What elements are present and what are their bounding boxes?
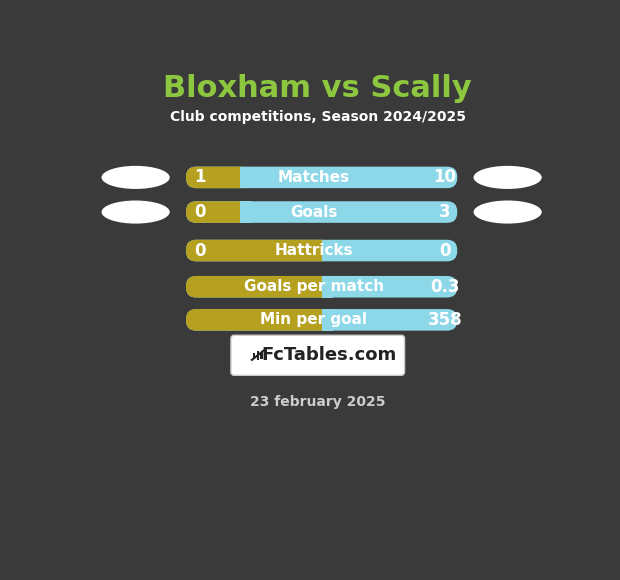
FancyBboxPatch shape: [186, 240, 458, 262]
Bar: [322, 309, 334, 331]
Text: 10: 10: [433, 168, 456, 186]
FancyBboxPatch shape: [186, 309, 458, 331]
Text: 0.3: 0.3: [430, 278, 459, 296]
FancyBboxPatch shape: [186, 166, 458, 188]
Bar: [322, 240, 334, 262]
Text: 0: 0: [439, 241, 451, 260]
Text: Club competitions, Season 2024/2025: Club competitions, Season 2024/2025: [170, 110, 466, 124]
Bar: [253, 353, 255, 358]
Ellipse shape: [102, 201, 170, 224]
Ellipse shape: [474, 166, 542, 189]
Text: 1: 1: [194, 168, 206, 186]
FancyBboxPatch shape: [186, 166, 250, 188]
FancyBboxPatch shape: [186, 201, 250, 223]
Text: Goals: Goals: [290, 205, 337, 220]
FancyBboxPatch shape: [186, 276, 458, 298]
Text: Matches: Matches: [278, 170, 350, 185]
Text: 358: 358: [428, 311, 462, 329]
Text: Bloxham vs Scally: Bloxham vs Scally: [164, 74, 472, 103]
FancyBboxPatch shape: [186, 240, 332, 262]
Bar: [241, 201, 252, 223]
Bar: [241, 166, 252, 188]
Bar: [260, 352, 263, 359]
Ellipse shape: [474, 201, 542, 224]
FancyBboxPatch shape: [231, 335, 404, 375]
FancyBboxPatch shape: [186, 276, 332, 298]
FancyBboxPatch shape: [186, 309, 332, 331]
Text: 3: 3: [439, 203, 451, 221]
Ellipse shape: [102, 166, 170, 189]
Text: Goals per match: Goals per match: [244, 279, 384, 294]
FancyBboxPatch shape: [186, 201, 458, 223]
Text: 0: 0: [194, 203, 206, 221]
Text: 23 february 2025: 23 february 2025: [250, 395, 386, 409]
Text: Hattricks: Hattricks: [275, 243, 353, 258]
Text: Min per goal: Min per goal: [260, 313, 368, 327]
Bar: [322, 276, 334, 298]
Text: 0: 0: [194, 241, 206, 260]
Text: FcTables.com: FcTables.com: [262, 346, 397, 364]
Bar: [257, 351, 259, 360]
